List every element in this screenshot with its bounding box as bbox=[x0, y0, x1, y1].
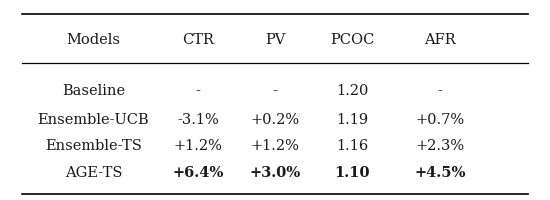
Text: PCOC: PCOC bbox=[330, 33, 374, 47]
Text: Ensemble-UCB: Ensemble-UCB bbox=[38, 113, 149, 127]
Text: AFR: AFR bbox=[424, 33, 456, 47]
Text: +4.5%: +4.5% bbox=[414, 166, 466, 180]
Text: 1.10: 1.10 bbox=[334, 166, 370, 180]
Text: -: - bbox=[273, 84, 277, 98]
Text: +0.7%: +0.7% bbox=[415, 113, 465, 127]
Text: -: - bbox=[196, 84, 200, 98]
Text: 1.16: 1.16 bbox=[336, 139, 368, 153]
Text: PV: PV bbox=[265, 33, 285, 47]
Text: +1.2%: +1.2% bbox=[251, 139, 299, 153]
Text: 1.19: 1.19 bbox=[336, 113, 368, 127]
Text: +1.2%: +1.2% bbox=[174, 139, 222, 153]
Text: 1.20: 1.20 bbox=[336, 84, 368, 98]
Text: Models: Models bbox=[67, 33, 120, 47]
Text: +2.3%: +2.3% bbox=[415, 139, 465, 153]
Text: CTR: CTR bbox=[182, 33, 214, 47]
Text: +3.0%: +3.0% bbox=[249, 166, 301, 180]
Text: Baseline: Baseline bbox=[62, 84, 125, 98]
Text: +6.4%: +6.4% bbox=[172, 166, 224, 180]
Text: -: - bbox=[438, 84, 442, 98]
Text: +0.2%: +0.2% bbox=[250, 113, 300, 127]
Text: AGE-TS: AGE-TS bbox=[65, 166, 122, 180]
Text: Ensemble-TS: Ensemble-TS bbox=[45, 139, 142, 153]
Text: -3.1%: -3.1% bbox=[177, 113, 219, 127]
